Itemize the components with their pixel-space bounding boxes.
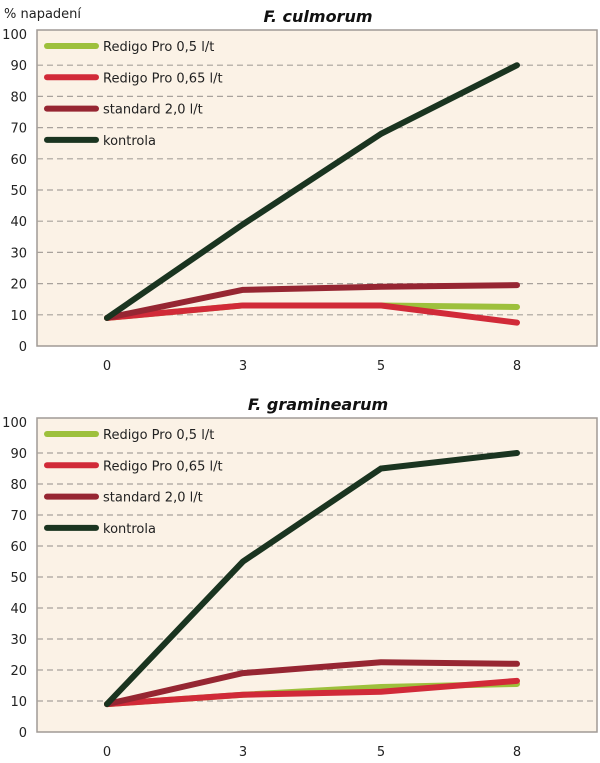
y-tick-label: 40: [10, 215, 27, 230]
y-tick-label: 80: [10, 478, 27, 493]
legend-label: Redigo Pro 0,65 l/t: [103, 459, 223, 474]
y-tick-label: 100: [2, 28, 27, 43]
y-tick-label: 50: [10, 184, 27, 199]
legend-label: kontrola: [103, 522, 156, 537]
y-tick-label: 0: [19, 340, 27, 355]
y-tick-label: 90: [10, 59, 27, 74]
y-tick-label: 90: [10, 447, 27, 462]
y-axis-label: % napadení: [4, 7, 81, 22]
x-tick-label: 3: [239, 745, 247, 760]
chart-title: F. culmorum: [263, 7, 372, 26]
y-tick-label: 20: [10, 664, 27, 679]
y-tick-label: 60: [10, 153, 27, 168]
legend-label: Redigo Pro 0,5 l/t: [103, 428, 214, 443]
x-tick-label: 0: [103, 359, 111, 374]
y-tick-label: 60: [10, 540, 27, 555]
legend-label: Redigo Pro 0,5 l/t: [103, 40, 214, 55]
x-tick-label: 3: [239, 359, 247, 374]
series-line-4: [104, 450, 520, 708]
legend-label: standard 2,0 l/t: [103, 491, 203, 506]
x-tick-label: 8: [513, 359, 521, 374]
series-line-3: [104, 282, 520, 321]
x-tick-label: 0: [103, 745, 111, 760]
y-tick-label: 40: [10, 602, 27, 617]
series-line-2: [104, 677, 520, 708]
y-tick-label: 10: [10, 695, 27, 710]
x-tick-label: 5: [377, 745, 385, 760]
y-tick-label: 10: [10, 309, 27, 324]
y-tick-label: 100: [2, 416, 27, 431]
legend-label: Redigo Pro 0,65 l/t: [103, 71, 223, 86]
y-tick-label: 80: [10, 90, 27, 105]
y-tick-label: 20: [10, 278, 27, 293]
y-tick-label: 30: [10, 633, 27, 648]
y-tick-label: 70: [10, 122, 27, 137]
series-line-2: [104, 302, 520, 326]
legend-label: kontrola: [103, 134, 156, 149]
y-tick-label: 0: [19, 726, 27, 741]
chart-1: F. culmorum 0 10 20 30 40 50 60 70 80 90 100 0 3 5 8 Red…: [2, 7, 598, 374]
y-tick-label: 70: [10, 509, 27, 524]
series-line-4: [104, 62, 520, 321]
legend-label: standard 2,0 l/t: [103, 103, 203, 118]
y-tick-label: 50: [10, 571, 27, 586]
y-tick-label: 30: [10, 246, 27, 261]
x-tick-label: 8: [513, 745, 521, 760]
x-tick-label: 5: [377, 359, 385, 374]
series-line-3: [104, 659, 520, 708]
plot-area: [36, 29, 598, 347]
chart-2: F. graminearum 0 10 20 30 40 50 60 70 80 90 100 0 3 5 8…: [2, 395, 598, 760]
chart-title: F. graminearum: [248, 395, 388, 414]
